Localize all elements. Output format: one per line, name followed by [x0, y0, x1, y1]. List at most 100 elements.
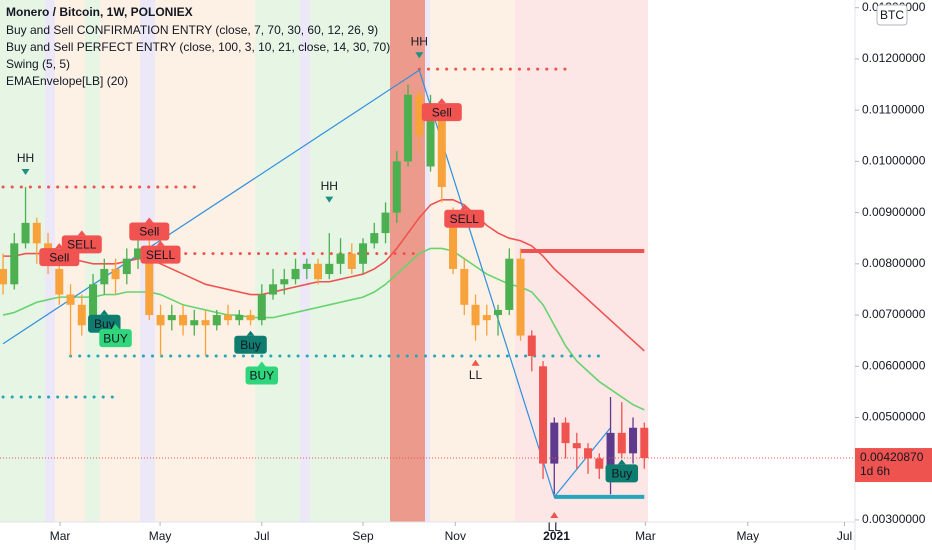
swing-marker	[325, 196, 334, 203]
candle-body	[629, 427, 638, 454]
signal-pointer	[617, 459, 626, 465]
signal-label: SELL	[450, 212, 480, 226]
band	[0, 0, 45, 522]
candle-body	[494, 309, 503, 316]
x-tick-label: Mar	[635, 529, 656, 543]
signal-box	[234, 335, 267, 354]
x-tick-label: Mar	[50, 529, 71, 543]
candle-body	[167, 315, 176, 321]
candle-body	[449, 212, 458, 269]
candle-body	[347, 253, 356, 269]
x-tick-label: May	[736, 529, 759, 543]
candle-body	[32, 222, 41, 244]
candle-body	[134, 248, 143, 259]
candle-body	[415, 94, 424, 136]
signal-box	[129, 222, 170, 241]
signal-pointer	[460, 204, 469, 210]
candle-body	[224, 315, 233, 321]
y-tick-label: 0.01100000	[862, 102, 925, 116]
candle-body	[606, 432, 615, 469]
signal-box	[99, 329, 132, 348]
y-tick-label: 0.00300000	[862, 512, 926, 526]
y-tick-label: 0.00700000	[862, 307, 926, 321]
swing-label: LL	[469, 368, 483, 382]
candle-body	[595, 458, 604, 469]
y-tick-label: 0.00600000	[862, 358, 926, 372]
candle-body	[100, 268, 109, 285]
signal-label: Sell	[49, 250, 69, 264]
candle-body	[460, 268, 469, 305]
candle-body	[156, 315, 165, 326]
signal-pointer	[100, 309, 109, 315]
signal-label: BUY	[249, 369, 274, 383]
candle-body	[111, 268, 120, 280]
signal-pointer	[77, 230, 86, 236]
signal-label: Buy	[611, 467, 632, 481]
band	[425, 0, 430, 522]
indicator-label: Buy and Sell CONFIRMATION ENTRY (close, …	[6, 23, 378, 37]
candle-body	[527, 335, 536, 357]
candle-body	[269, 284, 278, 295]
candle-body	[471, 304, 480, 326]
band	[85, 0, 100, 522]
x-tick-label: Jul	[837, 529, 852, 543]
candle-body	[336, 253, 345, 264]
swing-label: HH	[321, 179, 338, 193]
candle-body	[584, 448, 593, 459]
indicator-label: Buy and Sell PERFECT ENTRY (close, 100, …	[6, 40, 390, 54]
x-tick-label: Sep	[352, 529, 374, 543]
candle-body	[145, 248, 154, 316]
signal-pointer	[257, 361, 266, 367]
band	[100, 0, 140, 522]
band	[255, 0, 300, 522]
candle-body	[617, 432, 626, 454]
signal-pointer	[246, 330, 255, 336]
x-tick-label: Nov	[445, 529, 466, 543]
candle-body	[235, 315, 244, 321]
x-tick-label: Jul	[254, 529, 269, 543]
swing-line	[2, 69, 612, 499]
signal-box	[421, 103, 462, 122]
signal-box	[61, 235, 102, 254]
candle-body	[381, 212, 390, 234]
currency-label[interactable]: BTC	[880, 8, 904, 22]
signal-label: Sell	[432, 105, 452, 119]
x-tick-label: 2021	[543, 529, 570, 543]
candle-body	[66, 294, 75, 305]
candle-body	[179, 315, 188, 326]
candle-body	[10, 243, 19, 285]
candle-body	[280, 279, 289, 285]
y-tick-label: 0.00900000	[862, 205, 926, 219]
band	[430, 0, 515, 522]
candle-body	[561, 422, 570, 444]
indicator-label: Swing (5, 5)	[6, 57, 70, 71]
candle-body	[370, 233, 379, 244]
candle-body	[539, 366, 548, 464]
band	[300, 0, 310, 522]
candle-body	[21, 222, 30, 244]
signal-label: Buy	[240, 338, 261, 352]
signal-label: BUY	[103, 331, 128, 345]
candle-body	[482, 315, 491, 321]
candle-body	[426, 120, 435, 167]
candle-body	[505, 258, 514, 310]
swing-label: LL	[548, 520, 562, 534]
candle-body	[190, 320, 199, 326]
candle-body	[89, 284, 98, 321]
swing-label: HH	[17, 151, 34, 165]
signal-box	[444, 209, 485, 228]
signal-label: Buy	[94, 317, 115, 331]
indicator-label: EMAEnvelope[LB] (20)	[6, 74, 128, 88]
currency-box[interactable]	[876, 4, 908, 26]
candle-body	[257, 294, 266, 321]
swing-label: HH	[411, 34, 428, 48]
last-price-box	[855, 448, 932, 483]
signal-label: SELL	[146, 248, 176, 262]
swing-marker	[550, 511, 559, 518]
y-tick-label: 0.01200000	[862, 51, 926, 65]
chart-title: Monero / Bitcoin, 1W, POLONIEX	[6, 5, 193, 19]
swing-marker	[471, 359, 480, 366]
y-tick-label: 0.00800000	[862, 256, 926, 270]
candle-body	[55, 268, 64, 295]
